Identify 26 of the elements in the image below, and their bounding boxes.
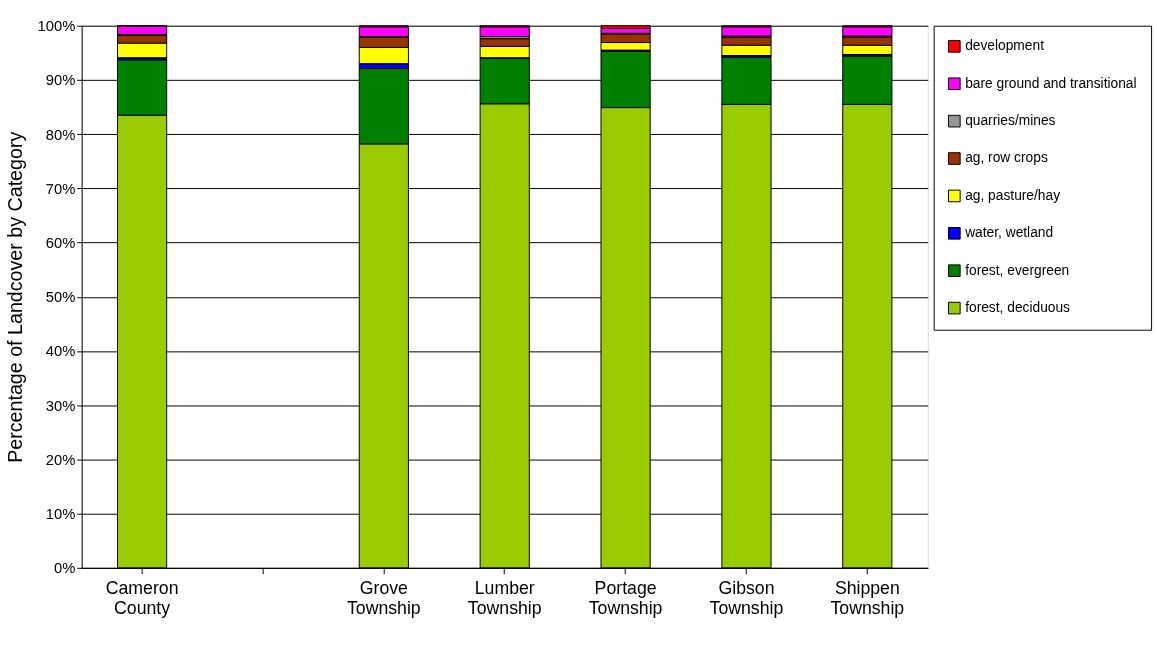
y-tick-label: 80% [45,126,76,143]
legend-label: bare ground and transitional [965,75,1137,91]
y-tick-label: 0% [53,560,76,577]
x-tick-label: Gibson Township [709,577,784,618]
legend-label: development [965,38,1045,54]
y-axis-title: Percentage of Landcover by Category [3,131,26,463]
y-tick-label: 90% [45,72,76,89]
legend-label: ag, row crops [965,150,1048,166]
x-tick-label: Grove Township [346,577,421,618]
legend-label: quarries/mines [965,113,1056,129]
y-tick-label: 40% [45,343,76,360]
x-tick-label: Shippen Township [830,577,905,618]
x-tick-label: Portage Township [588,577,663,618]
legend-label: forest, deciduous [965,300,1071,316]
y-tick-label: 100% [37,18,76,35]
x-tick-label: Cameron County [105,577,179,618]
y-tick-label: 70% [45,180,76,197]
legend-label: forest, evergreen [965,262,1070,278]
legend-label: ag, pasture/hay [965,187,1061,203]
x-tick-label: Lumber Township [467,577,542,618]
y-tick-label: 60% [45,234,76,251]
legend-label: water, wetland [964,225,1054,241]
y-tick-label: 50% [45,289,76,306]
y-tick-label: 30% [45,397,76,414]
y-tick-label: 20% [45,451,76,468]
y-tick-label: 10% [45,506,76,523]
